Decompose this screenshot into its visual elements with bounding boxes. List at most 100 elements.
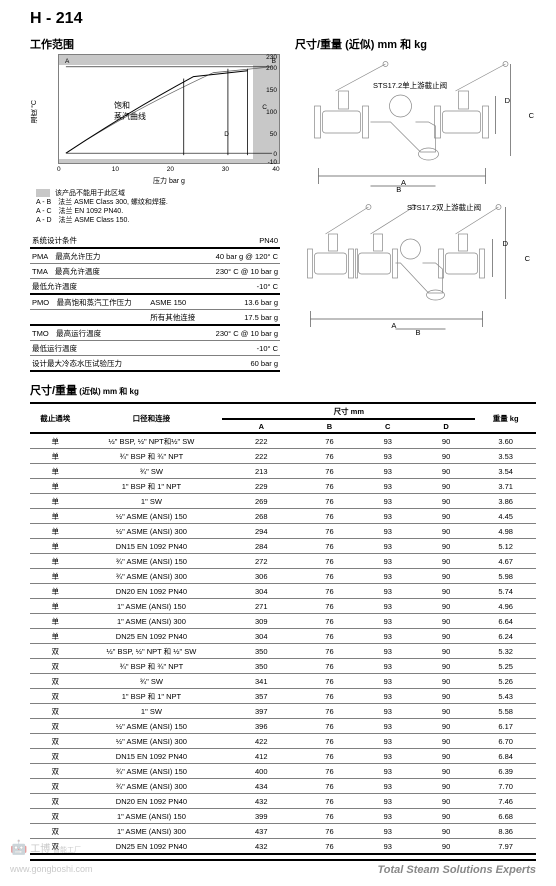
- cell: 90: [417, 839, 475, 855]
- cell: 341: [222, 674, 300, 689]
- cell: 93: [359, 464, 417, 479]
- cell: 76: [300, 614, 358, 629]
- cell: 单: [30, 539, 81, 554]
- diagram2-label: STS17.2双上游截止阀: [407, 202, 481, 213]
- cell: 1" ASME (ANSI) 150: [81, 599, 223, 614]
- cell: DN20 EN 1092 PN40: [81, 584, 223, 599]
- spec-l: 设计最大冷态水压试验压力: [30, 356, 204, 372]
- cell: 93: [359, 569, 417, 584]
- spec-r: 13.6 bar g: [204, 294, 280, 310]
- table-row: 单¾" ASME (ANSI) 1502727693904.67: [30, 554, 536, 569]
- cell: 90: [417, 809, 475, 824]
- cell: 269: [222, 494, 300, 509]
- xtick-40: 40: [272, 166, 279, 173]
- chart-title: 工作范围: [30, 36, 280, 52]
- cell: 双: [30, 809, 81, 824]
- cell: 4.45: [475, 509, 536, 524]
- table-row: 双¾" ASME (ANSI) 1504007693906.39: [30, 764, 536, 779]
- cell: 单: [30, 479, 81, 494]
- cell: ¾" ASME (ANSI) 150: [81, 764, 223, 779]
- spec-r: PN40: [204, 233, 280, 248]
- big-table: 截止通埃 口径和连接 尺寸 mm 重量 kg A B C D 单½" BSP, …: [30, 402, 536, 855]
- cell: 93: [359, 689, 417, 704]
- spec-r: 230° C @ 10 bar g: [204, 325, 280, 341]
- table-row: 双DN20 EN 1092 PN404327693907.46: [30, 794, 536, 809]
- cell: 93: [359, 749, 417, 764]
- page-code: H - 214: [30, 10, 536, 28]
- cell: 93: [359, 479, 417, 494]
- ytick-150: 150: [266, 87, 277, 94]
- chart-curve-label: 饱和 蒸汽曲线: [114, 100, 146, 122]
- cell: 90: [417, 659, 475, 674]
- cell: 396: [222, 719, 300, 734]
- dim-a-1: A: [401, 178, 406, 187]
- cell: 5.98: [475, 569, 536, 584]
- cell: 222: [222, 449, 300, 464]
- cell: 1" ASME (ANSI) 300: [81, 614, 223, 629]
- cell: 单: [30, 449, 81, 464]
- table-row: 单DN20 EN 1092 PN403047693905.74: [30, 584, 536, 599]
- cell: 350: [222, 644, 300, 659]
- cell: ¾" ASME (ANSI) 300: [81, 569, 223, 584]
- cell: 5.74: [475, 584, 536, 599]
- big-table-suffix: (近似) mm 和 kg: [79, 387, 139, 396]
- cell: 单: [30, 433, 81, 449]
- cell: 90: [417, 584, 475, 599]
- left-column: 工作范围 温度 °C A B: [30, 36, 280, 372]
- dim-c-2: C: [525, 254, 530, 263]
- cell: 93: [359, 764, 417, 779]
- cell: 7.46: [475, 794, 536, 809]
- cell: 5.58: [475, 704, 536, 719]
- th-d: D: [417, 419, 475, 433]
- cell: 双: [30, 749, 81, 764]
- diagram-double: STS17.2双上游截止阀 A B C D: [295, 199, 536, 334]
- spec-row: 系统设计条件PN40: [30, 233, 280, 248]
- cell: ¾" ASME (ANSI) 300: [81, 779, 223, 794]
- cell: 93: [359, 599, 417, 614]
- cell: 3.71: [475, 479, 536, 494]
- diagram-double-svg: [295, 199, 536, 334]
- cell: 304: [222, 584, 300, 599]
- cell: DN25 EN 1092 PN40: [81, 839, 223, 855]
- top-section: 工作范围 温度 °C A B: [30, 36, 536, 372]
- cell: 76: [300, 734, 358, 749]
- cell: 5.32: [475, 644, 536, 659]
- operating-chart: A B C D 饱和 蒸汽曲线 230 200 150 100 50 0 -10…: [58, 54, 280, 164]
- cell: 90: [417, 509, 475, 524]
- cell: 单: [30, 584, 81, 599]
- spec-m: 所有其他连接: [148, 310, 204, 326]
- spec-row: TMA 最高允许温度230° C @ 10 bar g: [30, 264, 280, 279]
- cell: 76: [300, 599, 358, 614]
- cell: 284: [222, 539, 300, 554]
- cell: 90: [417, 554, 475, 569]
- legend-ad: A - D 法兰 ASME Class 150.: [36, 216, 280, 225]
- table-row: 双1" ASME (ANSI) 1503997693906.68: [30, 809, 536, 824]
- table-row: 双¾" SW3417693905.26: [30, 674, 536, 689]
- cell: 双: [30, 689, 81, 704]
- cell: 76: [300, 629, 358, 644]
- cell: ¾" SW: [81, 674, 223, 689]
- cell: 268: [222, 509, 300, 524]
- cell: 93: [359, 734, 417, 749]
- chart-x-label: 压力 bar g: [58, 176, 280, 186]
- ytick-230: 230: [266, 54, 277, 61]
- cell: 7.70: [475, 779, 536, 794]
- table-row: 双½" ASME (ANSI) 1503967693906.17: [30, 719, 536, 734]
- cell: ½" ASME (ANSI) 150: [81, 719, 223, 734]
- cell: 93: [359, 719, 417, 734]
- cell: 93: [359, 794, 417, 809]
- cell: 422: [222, 734, 300, 749]
- cell: 单: [30, 524, 81, 539]
- cell: 76: [300, 644, 358, 659]
- table-row: 双½" ASME (ANSI) 3004227693906.70: [30, 734, 536, 749]
- table-row: 单½" ASME (ANSI) 1502687693904.45: [30, 509, 536, 524]
- xtick-20: 20: [167, 166, 174, 173]
- cell: 222: [222, 433, 300, 449]
- cell: 90: [417, 749, 475, 764]
- cell: 93: [359, 704, 417, 719]
- table-row: 单¾" BSP 和 ¾" NPT2227693903.53: [30, 449, 536, 464]
- cell: 400: [222, 764, 300, 779]
- cell: 6.17: [475, 719, 536, 734]
- xtick-10: 10: [112, 166, 119, 173]
- cell: 4.96: [475, 599, 536, 614]
